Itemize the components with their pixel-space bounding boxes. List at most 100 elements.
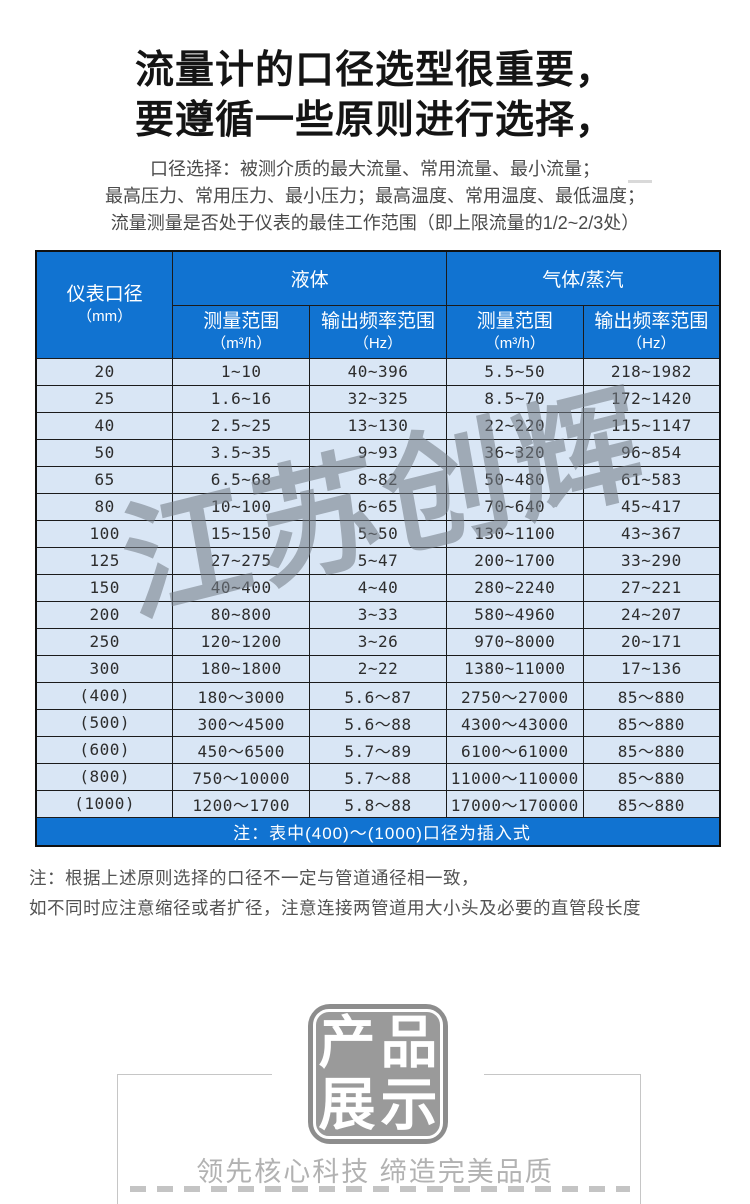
- table-cell: 8~82: [309, 465, 447, 494]
- gas-range-label: 测量范围: [476, 310, 553, 332]
- table-cell: 6~65: [309, 492, 447, 521]
- table-header-sub-row: 测量范围 （m³/h） 输出频率范围 （Hz） 测量范围 （m³/h） 输出频率…: [36, 304, 721, 359]
- table-cell: 5.7～89: [309, 735, 447, 764]
- col-header-diameter: 仪表口径 （mm）: [35, 250, 174, 359]
- table-cell: 9~93: [309, 438, 447, 467]
- table-cell: 40~400: [172, 573, 311, 602]
- table-row: (500) 300～4500 5.6～88 4300～43000 85～880: [35, 708, 721, 737]
- note-line1: 注：根据上述原则选择的口径不一定与管道通径相一致，: [29, 868, 479, 888]
- table-cell: 5.7～88: [309, 762, 447, 791]
- table-cell: 172~1420: [582, 384, 721, 413]
- table-cell: 61~583: [582, 465, 721, 494]
- table-cell: 1380~11000: [445, 654, 584, 683]
- table-cell: 20~171: [582, 627, 721, 656]
- table-cell: 3~26: [309, 627, 447, 656]
- table-cell: 10~100: [172, 492, 311, 521]
- gas-freq-label: 输出频率范围: [594, 310, 709, 332]
- table-cell: 2750～27000: [445, 681, 584, 710]
- table-cell: 43~367: [582, 519, 721, 548]
- table-cell: 85～880: [582, 789, 721, 818]
- table-cell: 70~640: [445, 492, 584, 521]
- col-header-gas-range: 测量范围 （m³/h）: [445, 304, 584, 359]
- table-cell: 6.5~68: [172, 465, 311, 494]
- table-cell: 450～6500: [172, 735, 311, 764]
- table-cell: 115~1147: [582, 411, 721, 440]
- group-header-liquid: 液体: [172, 250, 447, 306]
- table-cell: 250: [35, 627, 174, 656]
- table-cell: 5.8～88: [309, 789, 447, 818]
- table-cell: 25: [35, 384, 174, 413]
- table-cell: 45~417: [582, 492, 721, 521]
- stray-mark: [628, 180, 652, 183]
- table-row: 65 6.5~68 8~82 50~480 61~583: [35, 465, 721, 494]
- table-cell: 2.5~25: [172, 411, 311, 440]
- table-cell: 17~136: [582, 654, 721, 683]
- stamp-char-4: 示: [380, 1073, 438, 1137]
- table-cell: 970~8000: [445, 627, 584, 656]
- table-cell: 218~1982: [582, 357, 721, 386]
- table-cell: 4~40: [309, 573, 447, 602]
- table-cell: 750～10000: [172, 762, 311, 791]
- stamp-char-2: 品: [380, 1011, 438, 1075]
- table-cell: 6100～61000: [445, 735, 584, 764]
- stamp-char-1: 产: [318, 1011, 376, 1075]
- product-display-stamp: 产 品 展 示: [308, 1004, 448, 1144]
- table-cell: (600): [35, 735, 174, 764]
- table-footnote: 注：表中(400)～(1000)口径为插入式: [35, 816, 721, 847]
- table-cell: 180~1800: [172, 654, 311, 683]
- stamp-char-3: 展: [318, 1073, 376, 1137]
- table-cell: 5.6～88: [309, 708, 447, 737]
- table-row: (1000) 1200～1700 5.8～88 17000～170000 85～880: [35, 789, 721, 818]
- table-cell: 33~290: [582, 546, 721, 575]
- page-title-line1: 流量计的口径选型很重要，: [134, 49, 615, 92]
- col-header-liquid-range: 测量范围 （m³/h）: [172, 304, 311, 359]
- spec-table-container: 仪表口径 （mm） 液体 气体/蒸汽 测量范围 （m³/h） 输出频率范围 （H…: [35, 250, 721, 847]
- table-cell: 13~130: [309, 411, 447, 440]
- selection-principles: 口径选择：被测介质的最大流量、常用流量、最小流量； 最高压力、常用压力、最小压力…: [0, 156, 750, 237]
- table-cell: 150: [35, 573, 174, 602]
- group-header-gas-steam: 气体/蒸汽: [445, 250, 721, 306]
- table-cell: 2~22: [309, 654, 447, 683]
- table-row: 50 3.5~35 9~93 36~320 96~854: [35, 438, 721, 467]
- table-cell: 85～880: [582, 681, 721, 710]
- table-cell: 11000～110000: [445, 762, 584, 791]
- table-cell: 50~480: [445, 465, 584, 494]
- table-row: 40 2.5~25 13~130 22~220 115~1147: [35, 411, 721, 440]
- table-row: 250 120~1200 3~26 970~8000 20~171: [35, 627, 721, 656]
- table-cell: 5.6～87: [309, 681, 447, 710]
- table-cell: 32~325: [309, 384, 447, 413]
- table-cell: 22~220: [445, 411, 584, 440]
- table-cell: 100: [35, 519, 174, 548]
- table-cell: 1.6~16: [172, 384, 311, 413]
- note-paragraph: 注：根据上述原则选择的口径不一定与管道通径相一致， 如不同时应注意缩径或者扩径，…: [29, 863, 730, 923]
- table-cell: 280~2240: [445, 573, 584, 602]
- table-row: 150 40~400 4~40 280~2240 27~221: [35, 573, 721, 602]
- table-cell: 80: [35, 492, 174, 521]
- col-header-liquid-freq: 输出频率范围 （Hz）: [309, 304, 447, 359]
- table-cell: 36~320: [445, 438, 584, 467]
- table-cell: 125: [35, 546, 174, 575]
- table-cell: 50: [35, 438, 174, 467]
- table-cell: 17000～170000: [445, 789, 584, 818]
- table-cell: (400): [35, 681, 174, 710]
- diameter-header-unit: （mm）: [77, 307, 133, 325]
- table-cell: 300～4500: [172, 708, 311, 737]
- table-cell: 65: [35, 465, 174, 494]
- liquid-freq-unit: （Hz）: [353, 334, 403, 352]
- liquid-range-unit: （m³/h）: [211, 334, 272, 352]
- table-cell: 120~1200: [172, 627, 311, 656]
- table-cell: 200~1700: [445, 546, 584, 575]
- gas-range-unit: （m³/h）: [484, 334, 545, 352]
- table-cell: 40: [35, 411, 174, 440]
- table-cell: 40~396: [309, 357, 447, 386]
- table-cell: 5.5~50: [445, 357, 584, 386]
- gas-freq-unit: （Hz）: [627, 334, 676, 352]
- table-row: 200 80~800 3~33 580~4960 24~207: [35, 600, 721, 629]
- table-header-group-row: 仪表口径 （mm） 液体 气体/蒸汽: [35, 250, 721, 359]
- table-cell: 580~4960: [445, 600, 584, 629]
- table-footnote-row: 注：表中(400)～(1000)口径为插入式: [35, 816, 721, 847]
- note-line2: 如不同时应注意缩径或者扩径，注意连接两管道用大小头及必要的直管段长度: [29, 898, 641, 918]
- subtitle-line2: 最高压力、常用压力、最小压力；最高温度、常用温度、最低温度；: [105, 186, 645, 206]
- table-cell: 24~207: [582, 600, 721, 629]
- page-title: 流量计的口径选型很重要， 要遵循一些原则进行选择，: [0, 46, 750, 146]
